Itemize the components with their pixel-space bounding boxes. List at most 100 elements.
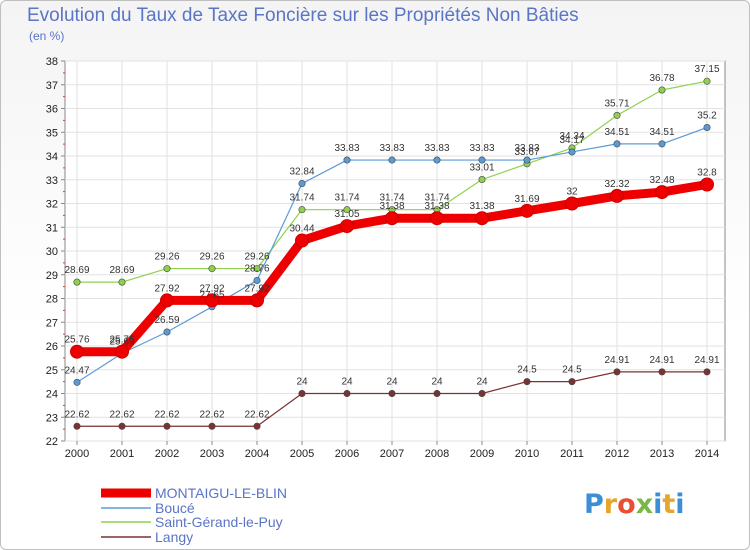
data-point — [658, 368, 666, 376]
logo-letter: i — [653, 489, 663, 520]
data-point — [298, 206, 306, 214]
data-label: 33.83 — [334, 143, 359, 154]
legend-label-1: Boucé — [155, 500, 195, 516]
x-tick-label: 2003 — [200, 448, 224, 460]
y-tick-label: 29 — [46, 270, 58, 282]
x-tick-label: 2009 — [470, 448, 494, 460]
data-label: 28.76 — [244, 263, 269, 274]
x-tick-label: 2013 — [650, 448, 674, 460]
data-point — [385, 211, 399, 226]
y-tick-label: 30 — [46, 246, 58, 258]
data-point — [388, 389, 396, 397]
logo-letter: t — [662, 489, 676, 520]
data-label: 24 — [431, 377, 443, 388]
y-tick-label: 25 — [46, 365, 58, 377]
data-label: 31.38 — [469, 201, 494, 212]
data-point — [250, 293, 264, 308]
data-point — [298, 180, 306, 188]
data-point — [565, 196, 579, 211]
data-label: 32.32 — [604, 179, 629, 190]
data-label: 22.62 — [64, 409, 89, 420]
data-label: 24 — [476, 377, 488, 388]
logo-letter: i — [675, 489, 685, 520]
data-point — [700, 177, 714, 192]
data-point — [298, 389, 306, 397]
data-label: 30.44 — [289, 224, 314, 235]
data-label: 24.47 — [64, 365, 89, 376]
data-label: 31.69 — [514, 194, 539, 205]
data-label: 29.26 — [244, 252, 269, 263]
x-tick-label: 2011 — [560, 448, 584, 460]
data-point — [343, 206, 351, 214]
data-label: 24.91 — [604, 355, 629, 366]
x-tick-label: 2000 — [65, 448, 89, 460]
data-point — [118, 278, 126, 286]
data-label: 36.78 — [649, 73, 674, 84]
x-tick-label: 2002 — [155, 448, 179, 460]
data-label: 31.74 — [379, 193, 404, 204]
data-label: 34.51 — [649, 127, 674, 138]
x-tick-label: 2010 — [515, 448, 539, 460]
data-point — [253, 422, 261, 430]
proxiti-logo: Proxiti — [584, 489, 685, 520]
data-label: 31.74 — [289, 193, 314, 204]
y-tick-label: 33 — [46, 175, 58, 187]
x-tick-label: 2012 — [605, 448, 629, 460]
data-label: 34.51 — [604, 127, 629, 138]
data-point — [343, 156, 351, 164]
data-label: 24.5 — [517, 365, 537, 376]
y-tick-label: 37 — [46, 80, 58, 92]
y-tick-label: 34 — [46, 151, 58, 163]
x-tick-label: 2004 — [245, 448, 269, 460]
logo-letter: x — [635, 489, 654, 520]
data-point — [73, 422, 81, 430]
x-tick-label: 2014 — [695, 448, 719, 460]
data-point — [658, 140, 666, 148]
data-label: 33.83 — [514, 143, 539, 154]
data-point — [295, 233, 309, 248]
chart-title: Evolution du Taux de Taxe Foncière sur l… — [27, 5, 579, 26]
data-label: 32 — [566, 187, 578, 198]
data-point — [340, 219, 354, 234]
data-point — [658, 86, 666, 94]
data-label: 32.8 — [697, 168, 717, 179]
data-point — [73, 378, 81, 386]
data-label: 22.62 — [154, 409, 179, 420]
data-label: 27.65 — [199, 290, 224, 301]
data-point — [478, 176, 486, 184]
data-label: 25.69 — [109, 336, 134, 347]
data-point — [703, 124, 711, 132]
data-label: 22.62 — [199, 409, 224, 420]
data-point — [73, 278, 81, 286]
data-point — [118, 422, 126, 430]
legend-label-2: Saint-Gérand-le-Puy — [155, 514, 283, 530]
y-tick-label: 28 — [46, 294, 58, 306]
y-tick-label: 38 — [46, 56, 58, 68]
data-point — [433, 389, 441, 397]
data-point — [523, 378, 531, 386]
data-label: 24 — [296, 377, 308, 388]
data-label: 22.62 — [109, 409, 134, 420]
data-label: 31.74 — [334, 193, 359, 204]
x-tick-label: 2001 — [110, 448, 134, 460]
data-label: 27.92 — [244, 283, 269, 294]
y-tick-label: 32 — [46, 199, 58, 211]
data-label: 28.69 — [109, 265, 134, 276]
data-label: 34.17 — [559, 135, 584, 146]
legend-label-3: Langy — [155, 529, 193, 545]
data-label: 33.83 — [424, 143, 449, 154]
data-label: 24.91 — [694, 355, 719, 366]
y-tick-label: 22 — [46, 436, 58, 448]
data-label: 35.71 — [604, 98, 629, 109]
data-point — [70, 344, 84, 359]
data-point — [478, 389, 486, 397]
data-point — [253, 276, 261, 284]
data-point — [478, 156, 486, 164]
data-point — [433, 156, 441, 164]
data-point — [568, 378, 576, 386]
data-label: 32.48 — [649, 175, 674, 186]
data-label: 33.01 — [469, 163, 494, 174]
data-point — [655, 185, 669, 200]
